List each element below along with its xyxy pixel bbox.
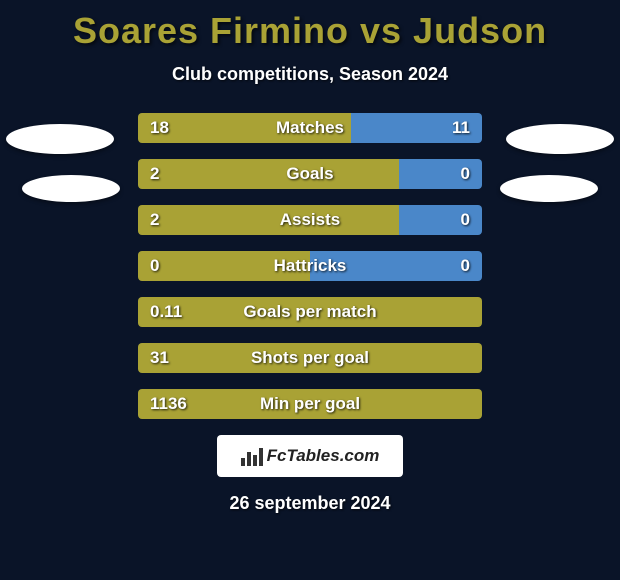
logo-text: FcTables.com [267, 446, 380, 466]
stat-row: Goals per match0.11 [138, 297, 482, 327]
avatar-placeholder-left-2 [22, 175, 120, 202]
stat-value-left: 31 [150, 343, 169, 373]
avatar-placeholder-right-2 [500, 175, 598, 202]
stat-value-left: 18 [150, 113, 169, 143]
stat-label: Assists [138, 205, 482, 235]
stat-value-left: 0 [150, 251, 159, 281]
stat-value-left: 2 [150, 159, 159, 189]
stat-label: Goals per match [138, 297, 482, 327]
stat-value-right: 0 [461, 251, 470, 281]
stat-row: Goals2 0 [138, 159, 482, 189]
logo-box: FcTables.com [217, 435, 403, 477]
stat-value-right: 11 [452, 113, 470, 143]
stat-value-left: 1136 [150, 389, 187, 419]
stat-row: Hattricks0 0 [138, 251, 482, 281]
subtitle: Club competitions, Season 2024 [0, 64, 620, 85]
stat-value-left: 0.11 [150, 297, 182, 327]
stat-row: Min per goal1136 [138, 389, 482, 419]
avatar-placeholder-left-1 [6, 124, 114, 154]
logo-bars-icon [241, 446, 263, 466]
stat-row: Shots per goal31 [138, 343, 482, 373]
stat-value-left: 2 [150, 205, 159, 235]
stat-row: Matches18 11 [138, 113, 482, 143]
stat-label: Matches [138, 113, 482, 143]
avatar-placeholder-right-1 [506, 124, 614, 154]
stat-label: Shots per goal [138, 343, 482, 373]
page-title: Soares Firmino vs Judson [0, 0, 620, 52]
stat-bars: Matches1811Goals20Assists20Hattricks00Go… [138, 113, 482, 419]
stat-label: Hattricks [138, 251, 482, 281]
stat-value-right: 0 [461, 159, 470, 189]
stat-row: Assists2 0 [138, 205, 482, 235]
chart-area: Matches1811Goals20Assists20Hattricks00Go… [0, 113, 620, 514]
stat-label: Goals [138, 159, 482, 189]
stat-label: Min per goal [138, 389, 482, 419]
stat-value-right: 0 [461, 205, 470, 235]
date-label: 26 september 2024 [0, 493, 620, 514]
